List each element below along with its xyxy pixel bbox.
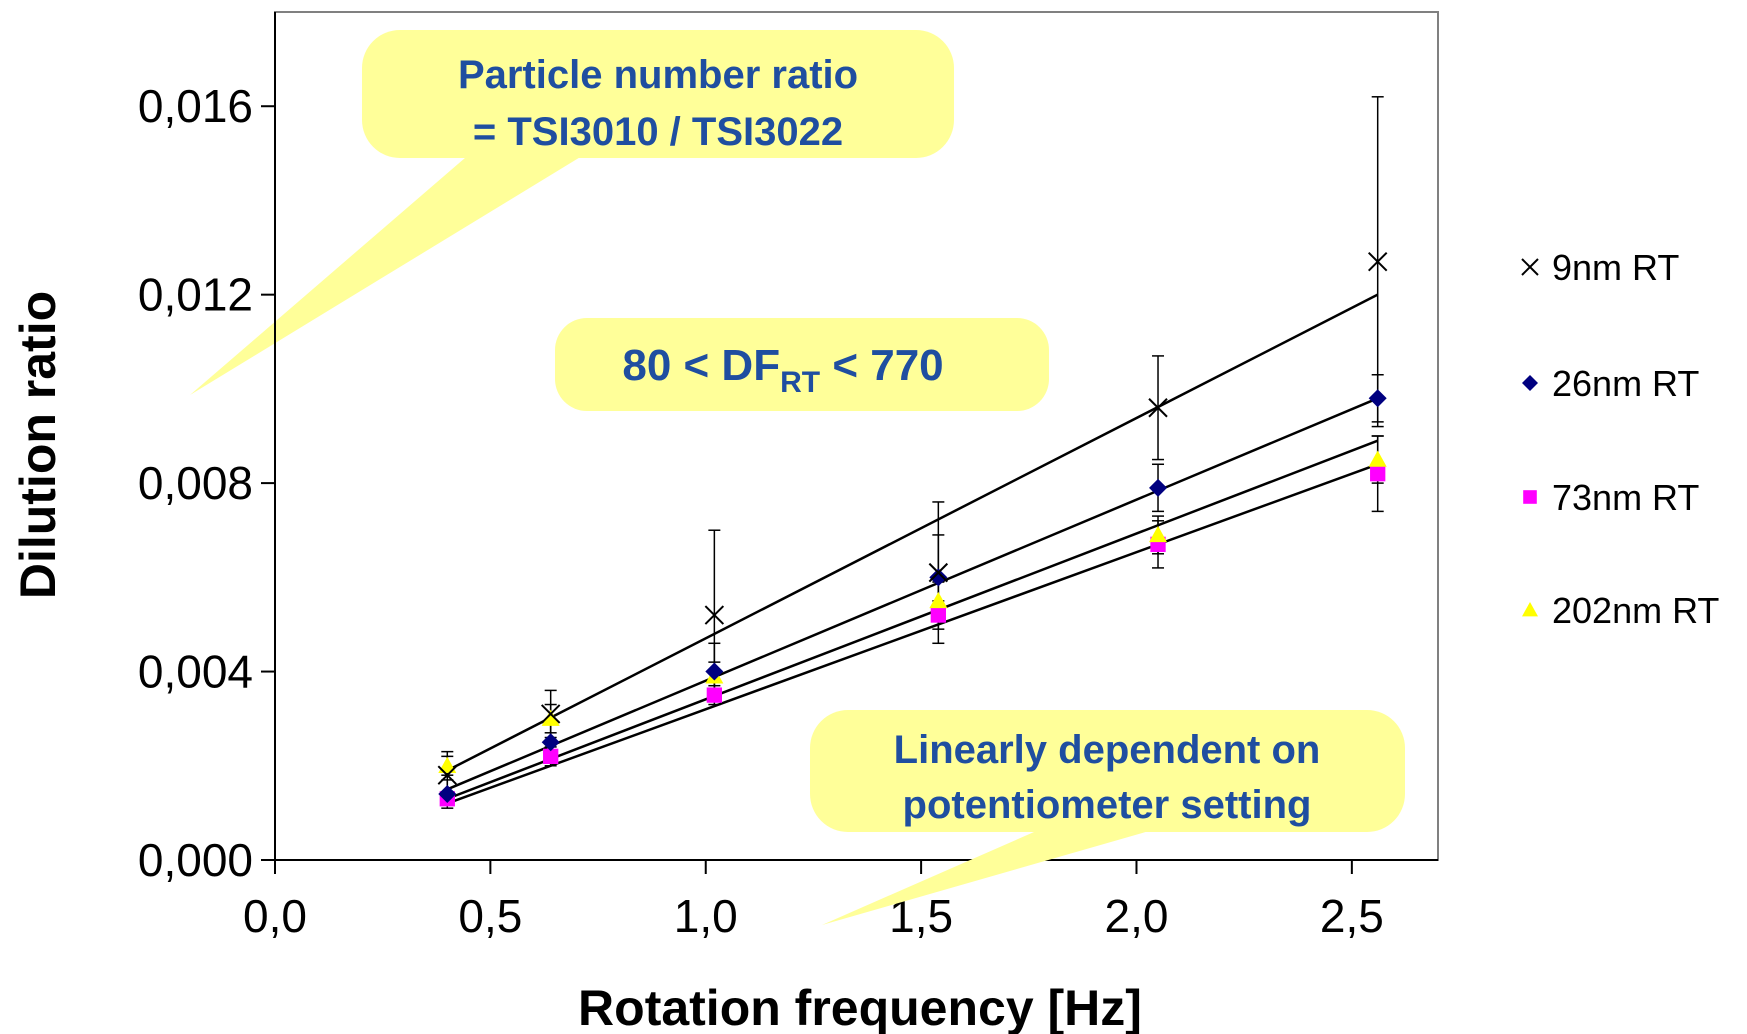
legend-item: 202nm RT bbox=[1522, 590, 1719, 631]
data-point bbox=[1368, 389, 1387, 408]
data-point bbox=[705, 662, 724, 681]
df-subscript: RT bbox=[780, 366, 820, 399]
y-tick-label: 0,012 bbox=[138, 269, 253, 321]
x-axis-title: Rotation frequency [Hz] bbox=[578, 980, 1142, 1034]
fit-line bbox=[446, 463, 1379, 805]
legend-item: 26nm RT bbox=[1522, 363, 1699, 404]
data-point bbox=[1370, 466, 1386, 482]
data-point bbox=[438, 756, 457, 773]
x-tick-label: 0,5 bbox=[458, 890, 522, 942]
callout-linear: Linearly dependent on potentiometer sett… bbox=[810, 710, 1405, 925]
data-point bbox=[929, 591, 948, 609]
data-point bbox=[438, 785, 457, 804]
data-point bbox=[706, 687, 723, 703]
data-point bbox=[543, 748, 559, 765]
y-axis-ticks: 0,000 0,004 0,008 0,012 0,016 bbox=[138, 80, 275, 886]
data-point bbox=[1148, 398, 1168, 418]
callout-particle-ratio: Particle number ratio = TSI3010 / TSI302… bbox=[190, 30, 954, 395]
x-tick-label: 0,0 bbox=[243, 890, 307, 942]
df-tail: < 770 bbox=[820, 341, 944, 390]
data-point bbox=[1149, 478, 1168, 497]
fit-line bbox=[446, 397, 1379, 791]
data-point bbox=[540, 704, 561, 724]
callout-df-range: 80 < DFRT < 770 bbox=[555, 318, 1049, 411]
data-point bbox=[928, 562, 949, 583]
x-tick-label: 1,0 bbox=[674, 890, 738, 942]
callout-df-text: 80 < DFRT < 770 bbox=[622, 341, 943, 399]
legend-marker bbox=[1521, 258, 1539, 276]
legend-item: 73nm RT bbox=[1523, 477, 1699, 518]
legend-label: 9nm RT bbox=[1552, 247, 1679, 288]
y-axis-title: Dilution ratio bbox=[10, 291, 66, 599]
x-tick-label: 2,5 bbox=[1320, 890, 1384, 942]
data-point bbox=[1149, 525, 1168, 543]
legend-marker bbox=[1522, 375, 1538, 391]
y-tick-label: 0,000 bbox=[138, 834, 253, 886]
x-axis-ticks: 0,0 0,5 1,0 1,5 2,0 2,5 bbox=[243, 860, 1384, 942]
legend-marker bbox=[1522, 602, 1538, 617]
data-point bbox=[541, 733, 560, 752]
x-tick-label: 2,0 bbox=[1105, 890, 1169, 942]
data-markers bbox=[437, 251, 1388, 807]
y-tick-label: 0,008 bbox=[138, 457, 253, 509]
callout-ratio-line-2: = TSI3010 / TSI3022 bbox=[473, 110, 843, 154]
legend: 9nm RT 26nm RT 73nm RT 202nm RT bbox=[1521, 247, 1719, 631]
fit-line bbox=[446, 439, 1379, 800]
callout-linear-line-2: potentiometer setting bbox=[903, 783, 1312, 827]
legend-marker bbox=[1523, 490, 1537, 504]
callout-ratio-line-1: Particle number ratio bbox=[458, 53, 858, 97]
legend-item: 9nm RT bbox=[1521, 247, 1679, 288]
df-main: 80 < DF bbox=[622, 341, 780, 390]
fit-lines bbox=[446, 293, 1379, 805]
data-point bbox=[929, 568, 948, 587]
data-point bbox=[541, 709, 560, 726]
legend-label: 73nm RT bbox=[1552, 477, 1699, 518]
legend-label: 202nm RT bbox=[1552, 590, 1719, 631]
callout-linear-line-1: Linearly dependent on bbox=[894, 728, 1321, 772]
data-point bbox=[1368, 450, 1387, 467]
y-tick-label: 0,004 bbox=[138, 646, 253, 698]
legend-label: 26nm RT bbox=[1552, 363, 1699, 404]
data-point bbox=[930, 607, 946, 623]
data-point bbox=[437, 765, 458, 785]
data-point bbox=[704, 605, 725, 625]
y-tick-label: 0,016 bbox=[138, 80, 253, 132]
fit-line bbox=[446, 293, 1379, 772]
data-point bbox=[1367, 251, 1388, 272]
